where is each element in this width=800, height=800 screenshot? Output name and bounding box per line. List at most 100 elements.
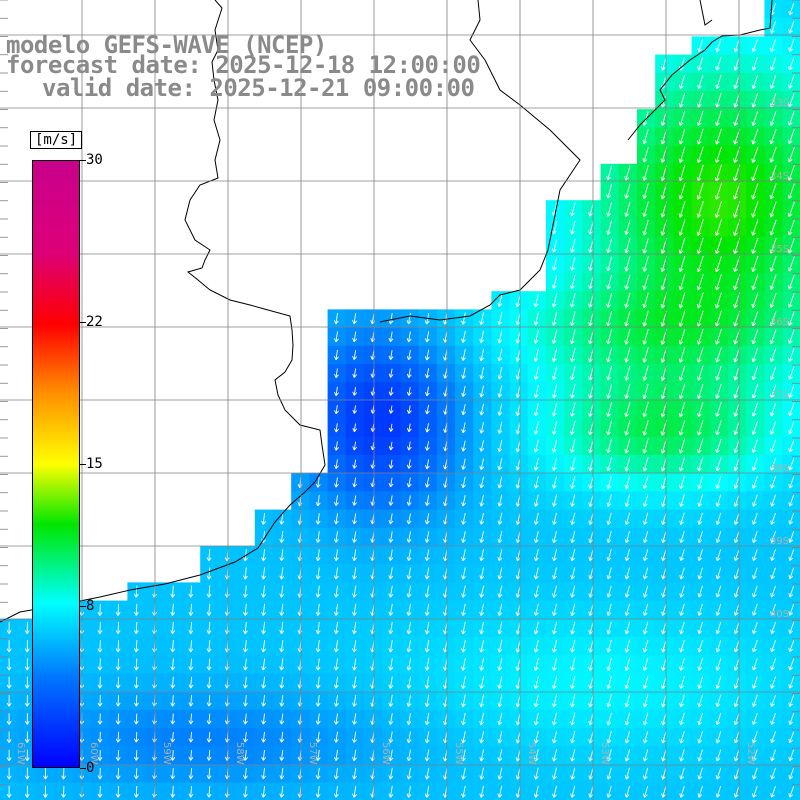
- wind-arrow: [788, 603, 795, 616]
- wind-arrow: [661, 567, 667, 580]
- wind-arrow: [715, 310, 722, 327]
- wind-arrow: [497, 294, 503, 307]
- wind-arrow: [315, 676, 321, 689]
- wind-arrow: [479, 312, 485, 326]
- wind-arrow: [697, 92, 704, 108]
- wind-arrow: [678, 92, 686, 108]
- wind-arrow: [606, 347, 613, 363]
- wind-arrow: [715, 128, 722, 145]
- wind-arrow: [569, 402, 576, 417]
- wind-arrow: [606, 402, 613, 418]
- wind-arrow: [551, 494, 558, 507]
- wind-arrow: [497, 421, 503, 434]
- wind-arrow: [242, 768, 248, 780]
- wind-arrow: [461, 658, 466, 671]
- wind-arrow: [261, 621, 267, 635]
- wind-arrow: [678, 438, 686, 454]
- wind-arrow: [24, 749, 30, 762]
- wind-arrow: [787, 201, 795, 218]
- wind-arrow: [770, 676, 777, 689]
- wind-arrow: [261, 585, 267, 598]
- wind-arrow: [97, 676, 103, 689]
- wind-arrow: [606, 530, 612, 544]
- wind-arrow: [570, 785, 576, 798]
- wind-arrow: [242, 585, 248, 598]
- wind-arrow: [624, 639, 631, 653]
- wind-arrow: [679, 749, 685, 762]
- wind-arrow: [733, 731, 740, 744]
- wind-arrow: [606, 220, 613, 235]
- wind-arrow: [642, 512, 649, 525]
- colorbar-tick-mark: [80, 464, 86, 465]
- wind-arrow: [461, 567, 466, 580]
- wind-arrow: [751, 128, 759, 145]
- wind-arrow: [315, 549, 321, 562]
- wind-arrow: [279, 567, 285, 580]
- wind-arrow: [570, 749, 576, 762]
- wind-arrow: [279, 785, 285, 798]
- wind-arrow: [24, 785, 30, 798]
- wind-arrow: [570, 220, 576, 235]
- colorbar-tick-mark: [80, 605, 86, 607]
- wind-arrow: [752, 567, 758, 580]
- wind-arrow: [606, 384, 613, 399]
- wind-arrow: [697, 383, 704, 399]
- wind-arrow: [352, 331, 358, 343]
- wind-arrow: [497, 367, 503, 380]
- wind-arrow: [388, 387, 394, 396]
- wind-arrow: [206, 621, 212, 635]
- wind-arrow: [752, 621, 758, 635]
- wind-arrow: [751, 476, 758, 489]
- wind-arrow: [425, 404, 430, 415]
- wind-arrow: [715, 749, 722, 762]
- wind-arrow: [606, 639, 612, 653]
- longitude-label: 60W: [88, 742, 99, 765]
- wind-arrow: [461, 603, 466, 616]
- wind-arrow: [697, 531, 703, 543]
- wind-arrow: [479, 531, 485, 543]
- wind-arrow: [333, 567, 339, 580]
- wind-arrow: [424, 658, 430, 671]
- wind-arrow: [588, 749, 594, 762]
- wind-arrow: [697, 767, 703, 780]
- wind-arrow: [133, 640, 139, 653]
- wind-arrow: [788, 75, 795, 89]
- wind-arrow: [479, 749, 485, 762]
- wind-arrow: [697, 494, 704, 507]
- wind-arrow: [97, 603, 103, 616]
- latitude-label: 40S: [770, 609, 789, 620]
- wind-arrow: [769, 421, 777, 435]
- wind-arrow: [424, 495, 430, 507]
- wind-arrow: [714, 237, 722, 255]
- wind-arrow: [642, 657, 649, 671]
- wind-arrow: [606, 329, 613, 345]
- wind-arrow: [279, 585, 285, 598]
- wind-arrow: [206, 676, 212, 689]
- wind-arrow: [751, 74, 759, 90]
- wind-arrow: [479, 585, 485, 598]
- wind-arrow: [533, 512, 539, 525]
- wind-arrow: [6, 640, 12, 653]
- wind-arrow: [333, 495, 339, 506]
- wind-arrow: [315, 640, 321, 653]
- coastline: [0, 0, 773, 623]
- wind-arrow: [788, 494, 795, 507]
- wind-arrow: [570, 567, 576, 580]
- wind-arrow: [170, 640, 176, 653]
- wind-arrow: [279, 549, 285, 562]
- wind-arrow: [751, 366, 759, 381]
- wind-arrow: [206, 567, 212, 580]
- wind-arrow: [406, 603, 412, 616]
- wind-arrow: [279, 603, 285, 616]
- wind-arrow: [769, 165, 777, 181]
- wind-arrow: [788, 622, 795, 634]
- wind-arrow: [624, 183, 631, 199]
- wind-arrow: [315, 531, 321, 543]
- wind-arrow: [624, 365, 631, 381]
- wind-arrow: [551, 676, 558, 690]
- wind-arrow: [352, 513, 357, 525]
- wind-arrow: [388, 785, 394, 798]
- wind-arrow: [551, 603, 558, 617]
- wind-arrow: [133, 731, 139, 743]
- wind-arrow: [715, 603, 722, 616]
